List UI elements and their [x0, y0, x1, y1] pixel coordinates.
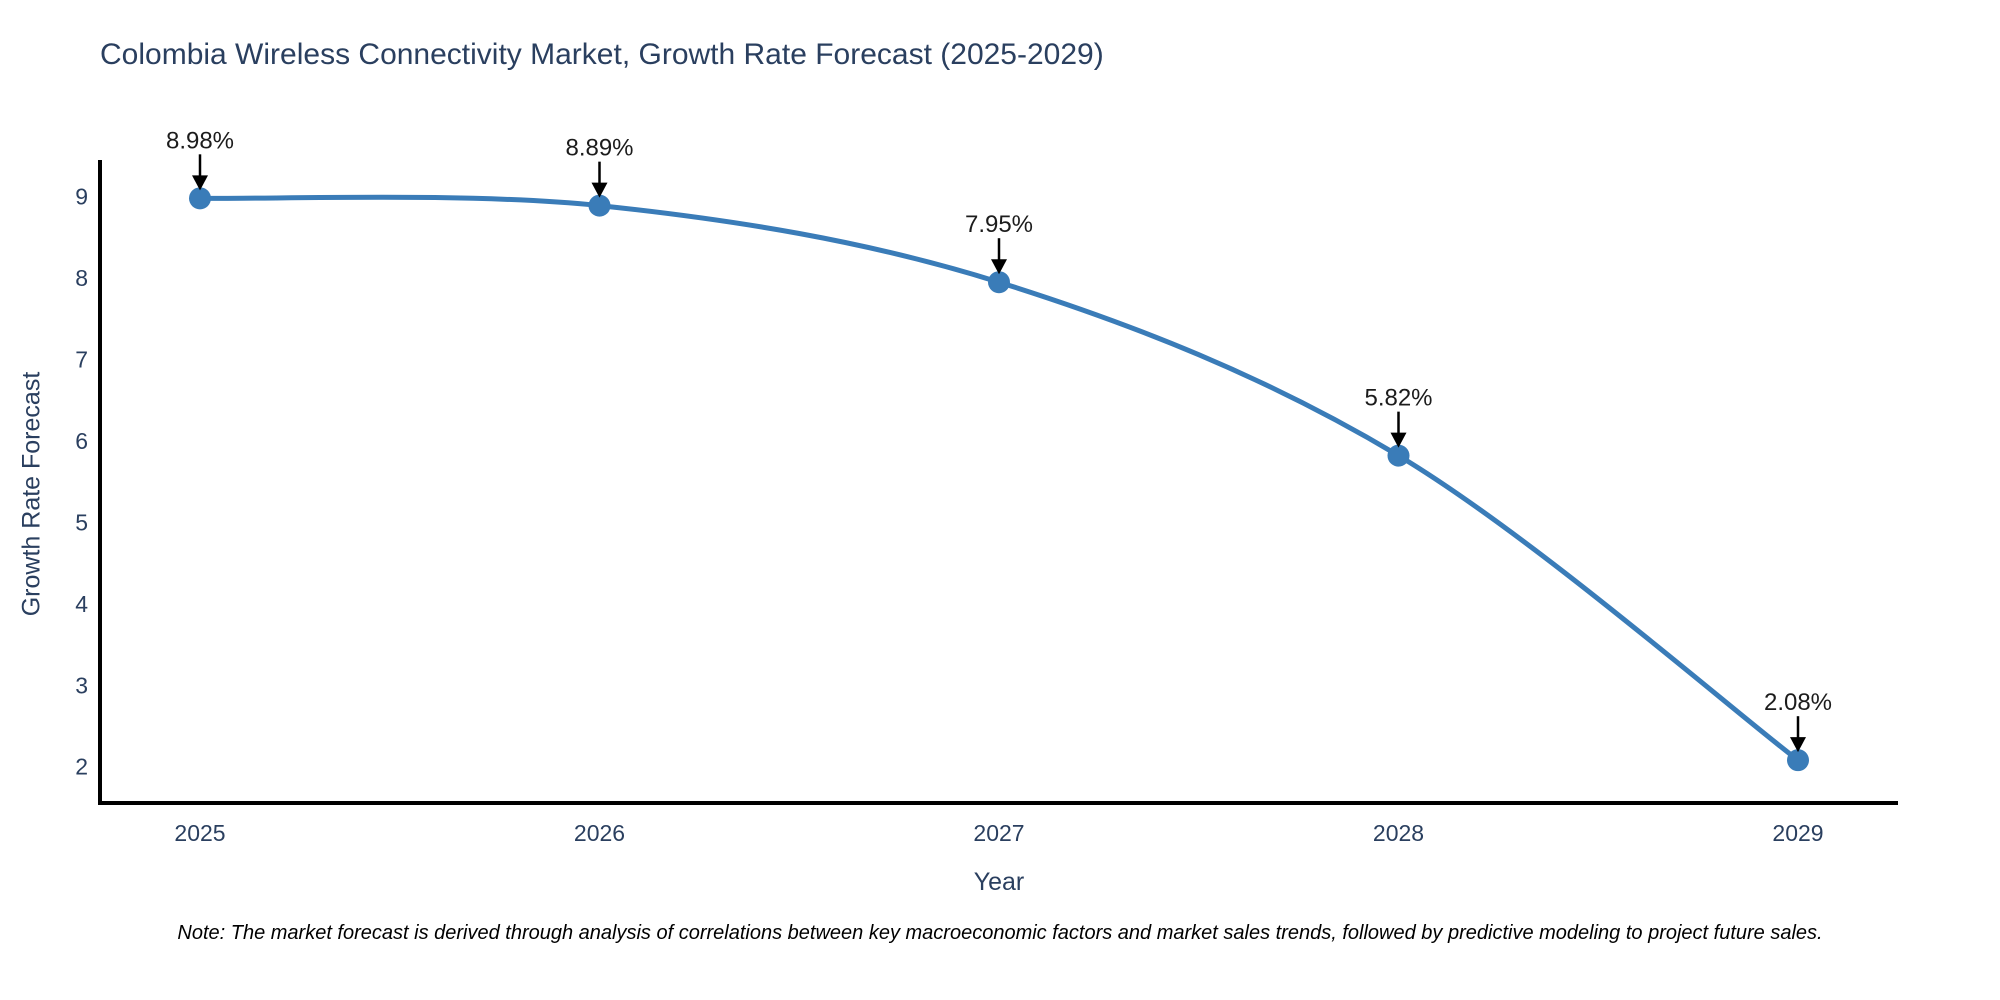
y-tick-label: 4 — [75, 591, 88, 617]
y-tick-label: 8 — [75, 265, 88, 291]
point-value-label: 7.95% — [965, 211, 1033, 238]
annotation-arrowhead — [591, 182, 608, 198]
x-tick-label: 2026 — [574, 820, 625, 846]
data-point-marker — [189, 187, 211, 210]
chart-title: Colombia Wireless Connectivity Market, G… — [100, 38, 1104, 71]
footnote: Note: The market forecast is derived thr… — [177, 922, 1823, 944]
annotation-arrowhead — [991, 259, 1007, 275]
x-tick-label: 2027 — [973, 820, 1024, 846]
y-tick-label: 5 — [75, 509, 88, 535]
point-value-label: 8.89% — [565, 135, 633, 162]
y-tick-label: 3 — [75, 672, 88, 698]
data-point-marker — [1387, 444, 1410, 467]
data-point-marker — [588, 194, 611, 217]
point-value-label: 5.82% — [1364, 385, 1432, 412]
x-tick-label: 2025 — [174, 820, 225, 846]
point-value-label: 2.08% — [1764, 689, 1832, 716]
y-tick-label: 6 — [75, 428, 88, 454]
y-tick-label: 2 — [75, 754, 88, 780]
x-tick-label: 2028 — [1373, 820, 1424, 846]
data-point-marker — [1787, 749, 1809, 772]
x-tick-label: 2029 — [1772, 820, 1823, 846]
y-tick-label: 7 — [75, 347, 88, 373]
x-axis-title: Year — [973, 868, 1025, 896]
data-point-marker — [988, 271, 1010, 294]
y-tick-label: 9 — [75, 184, 88, 210]
annotation-arrowhead — [1790, 737, 1806, 753]
annotation-arrowhead — [192, 175, 208, 191]
annotation-arrowhead — [1390, 432, 1407, 448]
point-value-label: 8.98% — [166, 127, 234, 154]
